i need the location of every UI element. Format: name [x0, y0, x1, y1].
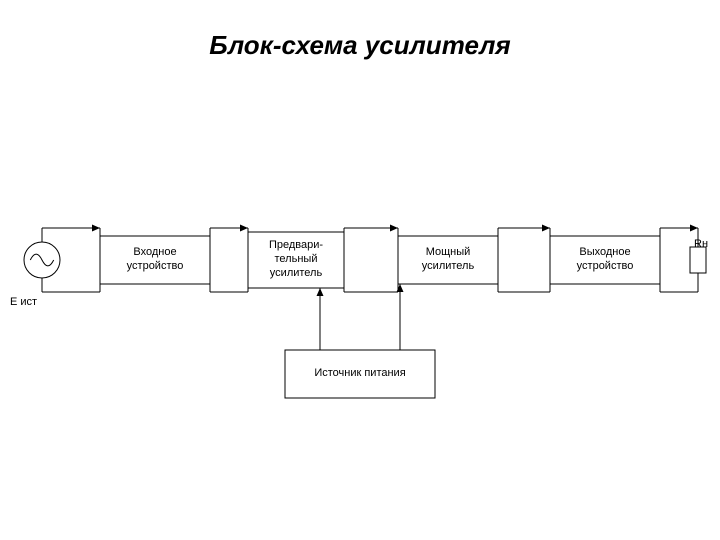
block-input-device-label: Входное устройство [100, 236, 210, 284]
source-label: Е ист [10, 296, 37, 308]
block-output-device-label: Выходное устройство [550, 236, 660, 284]
block-power-amp-label: Мощный усилитель [398, 236, 498, 284]
load-label: Rн [694, 238, 708, 250]
block-preamp-label: Предвари- тельный усилитель [248, 232, 344, 288]
block-power-supply-label: Источник питания [285, 350, 435, 398]
